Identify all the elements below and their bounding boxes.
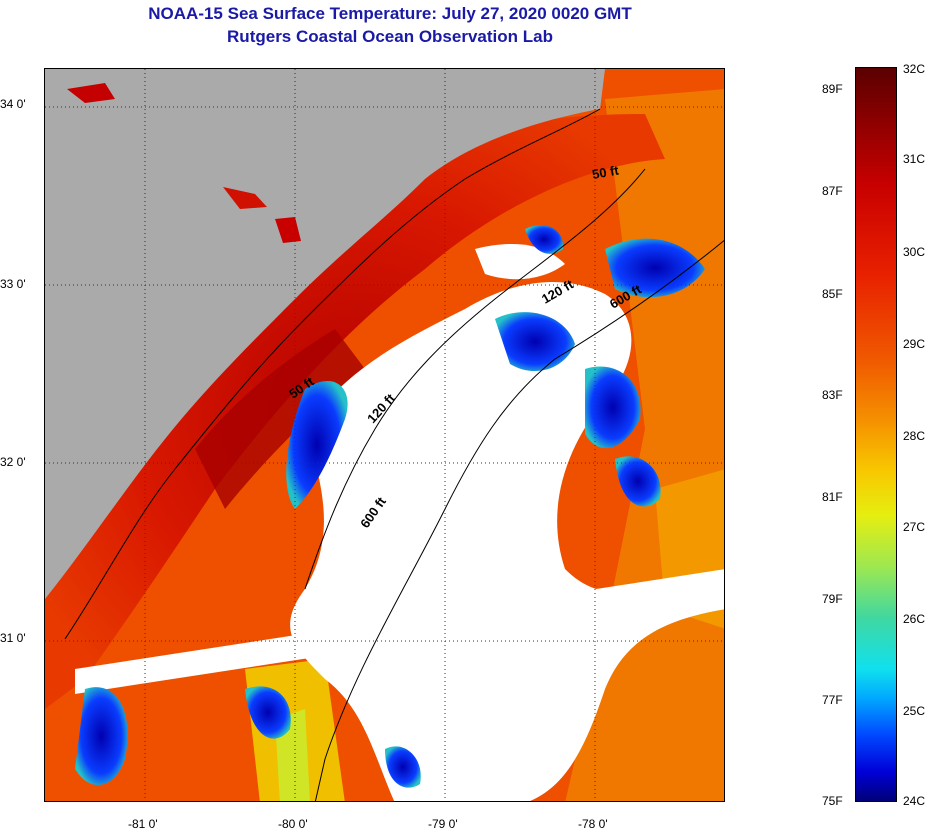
cb-label-85f: 85F <box>822 287 843 301</box>
cb-label-25c: 25C <box>903 704 926 718</box>
land-area <box>45 69 724 599</box>
cb-label-31c: 31C <box>903 152 926 166</box>
lon-label-78: -78 0' <box>578 817 608 831</box>
lon-label-79: -79 0' <box>428 817 458 831</box>
cool-water-patch <box>286 380 348 509</box>
cb-label-77f: 77F <box>822 693 843 707</box>
cb-label-32c: 32C <box>903 62 926 76</box>
inland-lake <box>67 83 115 103</box>
lat-label-32: 32 0' <box>0 455 26 469</box>
cb-label-81f: 81F <box>822 490 843 504</box>
sst-map-image: 50 ft 50 ft 120 ft 120 ft 600 ft 600 ft <box>45 69 724 801</box>
cloud-cover <box>290 282 724 801</box>
depth-contours <box>64 108 724 801</box>
map-title: NOAA-15 Sea Surface Temperature: July 27… <box>148 4 632 23</box>
lon-label-80: -80 0' <box>278 817 308 831</box>
lat-label-34: 34 0' <box>0 97 26 111</box>
map-subtitle: Rutgers Coastal Ocean Observation Lab <box>227 27 553 46</box>
cb-label-75f: 75F <box>822 794 843 808</box>
cb-label-30c: 30C <box>903 245 926 259</box>
cb-label-79f: 79F <box>822 592 843 606</box>
lat-label-31: 31 0' <box>0 631 26 645</box>
cb-label-26c: 26C <box>903 612 926 626</box>
lon-label-81: -81 0' <box>128 817 158 831</box>
cb-label-28c: 28C <box>903 429 926 443</box>
cb-label-87f: 87F <box>822 184 843 198</box>
cloud-swath <box>75 569 724 694</box>
graticule <box>45 69 724 801</box>
cb-label-24c: 24C <box>903 794 926 808</box>
sst-map[interactable]: 50 ft 50 ft 120 ft 120 ft 600 ft 600 ft <box>44 68 725 802</box>
cb-label-27c: 27C <box>903 520 926 534</box>
inland-lake <box>275 217 301 243</box>
cb-label-83f: 83F <box>822 388 843 402</box>
cb-label-89f: 89F <box>822 82 843 96</box>
cb-label-29c: 29C <box>903 337 926 351</box>
temperature-colorbar <box>855 67 897 802</box>
contour-label-50ft-a: 50 ft <box>591 162 621 182</box>
lat-label-33: 33 0' <box>0 277 26 291</box>
inland-lake <box>223 187 267 209</box>
